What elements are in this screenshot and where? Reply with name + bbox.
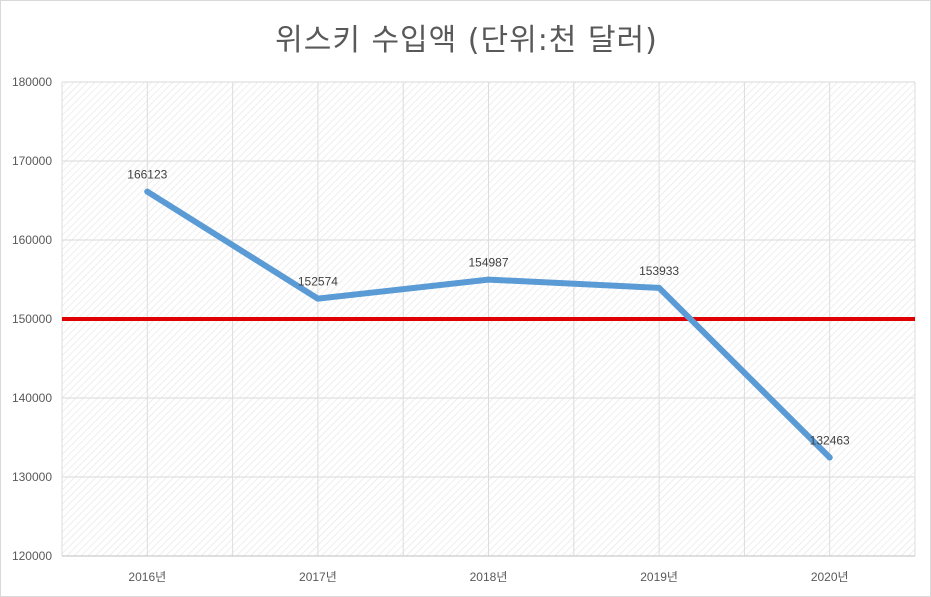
x-tick-label: 2019년 (640, 570, 678, 584)
y-tick-label: 180000 (12, 75, 52, 89)
y-tick-label: 150000 (12, 312, 52, 326)
data-point (656, 284, 663, 291)
y-tick-label: 130000 (12, 470, 52, 484)
y-tick-label: 120000 (12, 549, 52, 563)
data-label: 132463 (810, 434, 850, 448)
data-label: 153933 (639, 264, 679, 278)
data-label: 152574 (298, 275, 338, 289)
data-point (826, 454, 833, 461)
y-tick-label: 140000 (12, 391, 52, 405)
x-tick-label: 2020년 (811, 570, 849, 584)
y-tick-label: 170000 (12, 154, 52, 168)
x-tick-label: 2016년 (128, 570, 166, 584)
chart-title: 위스키 수입액 (단위:천 달러) (275, 23, 658, 58)
x-tick-label: 2017년 (299, 570, 337, 584)
data-label: 166123 (127, 168, 167, 182)
y-tick-label: 160000 (12, 233, 52, 247)
data-point (314, 295, 321, 302)
x-tick-label: 2018년 (470, 570, 508, 584)
data-label: 154987 (468, 256, 508, 270)
data-point (144, 188, 151, 195)
data-point (485, 276, 492, 283)
